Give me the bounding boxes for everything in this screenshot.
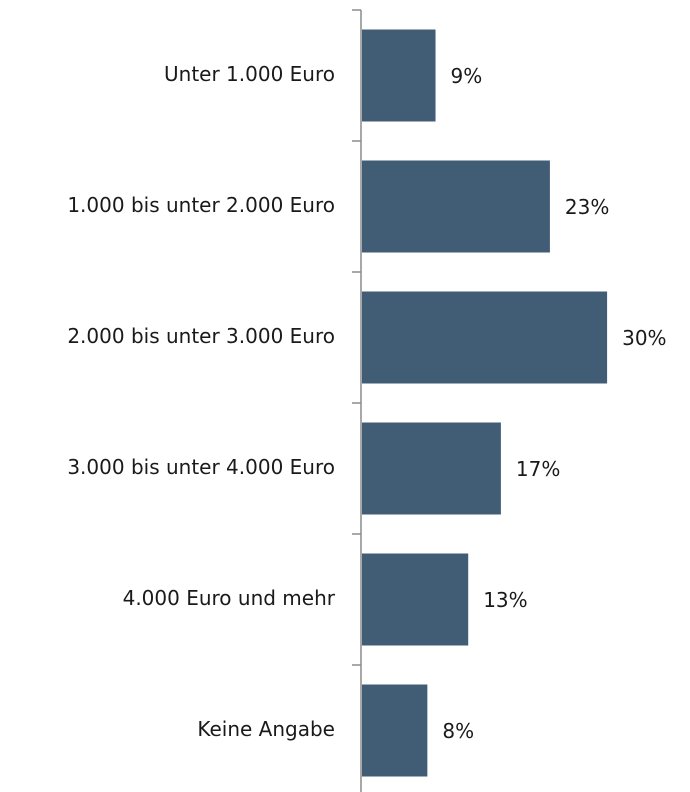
category-label: 2.000 bis unter 3.000 Euro bbox=[67, 324, 335, 348]
data-label: 8% bbox=[442, 719, 474, 743]
category-label: 1.000 bis unter 2.000 Euro bbox=[67, 193, 335, 217]
data-label: 13% bbox=[483, 588, 527, 612]
data-label: 17% bbox=[516, 457, 560, 481]
category-label: 4.000 Euro und mehr bbox=[123, 586, 336, 610]
bar bbox=[362, 29, 436, 122]
data-label: 30% bbox=[622, 326, 666, 350]
bar bbox=[362, 422, 501, 515]
category-label: 3.000 bis unter 4.000 Euro bbox=[67, 455, 335, 479]
bar bbox=[362, 160, 550, 253]
bar bbox=[362, 684, 428, 777]
category-label: Unter 1.000 Euro bbox=[164, 62, 335, 86]
data-label: 23% bbox=[565, 195, 609, 219]
category-label: Keine Angabe bbox=[197, 717, 335, 741]
bar bbox=[362, 291, 608, 384]
bar bbox=[362, 553, 469, 646]
data-label: 9% bbox=[451, 64, 483, 88]
